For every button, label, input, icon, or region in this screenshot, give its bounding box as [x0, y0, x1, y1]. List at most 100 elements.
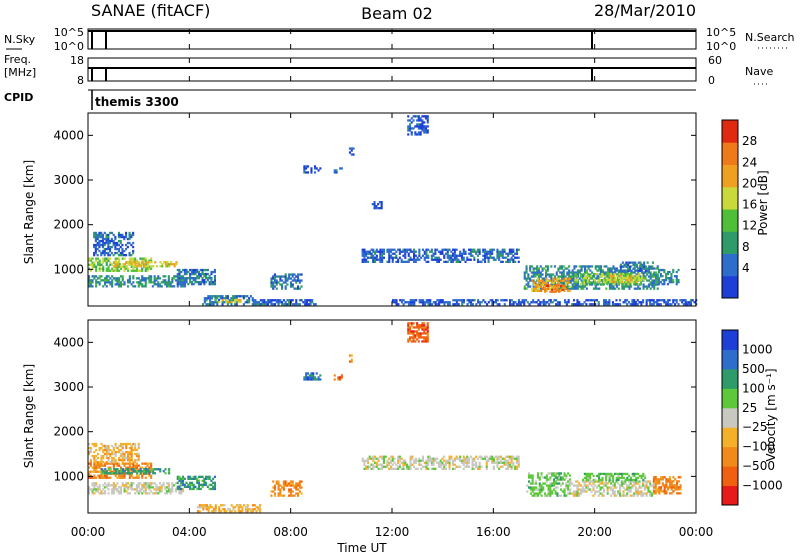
data-cell: [137, 442, 140, 446]
data-cell: [164, 275, 167, 278]
data-cell: [91, 257, 94, 260]
data-cell: [192, 485, 195, 488]
data-cell: [407, 125, 410, 128]
data-cell: [310, 171, 313, 174]
data-cell: [605, 472, 608, 476]
data-cell: [121, 251, 124, 255]
data-cell: [386, 461, 389, 464]
data-cell: [116, 265, 119, 268]
data-cell: [128, 456, 131, 460]
data-cell: [125, 468, 128, 471]
data-cell: [197, 481, 200, 484]
data-cell: [134, 492, 137, 495]
data-cell: [96, 488, 99, 491]
data-cell: [624, 271, 627, 274]
data-cell: [187, 270, 190, 274]
data-cell: [148, 488, 151, 491]
data-cell: [187, 483, 190, 486]
data-cell: [114, 472, 117, 475]
data-cell: [207, 303, 210, 306]
data-cell: [164, 486, 167, 489]
data-cell: [636, 490, 639, 493]
data-cell: [693, 301, 696, 304]
data-cell: [105, 454, 108, 458]
data-cell: [567, 472, 570, 475]
data-cell: [272, 283, 275, 286]
data-cell: [398, 250, 401, 253]
data-cell: [270, 283, 273, 286]
data-cell: [118, 450, 121, 454]
data-cell: [439, 301, 442, 304]
data-cell: [98, 484, 101, 487]
data-cell: [476, 250, 479, 253]
data-cell: [136, 265, 139, 268]
data-cell: [663, 492, 666, 495]
data-cell: [545, 265, 548, 268]
data-cell: [526, 484, 529, 487]
data-cell: [410, 121, 413, 124]
data-cell: [95, 466, 98, 469]
data-cell: [130, 283, 133, 286]
data-cell: [542, 488, 545, 491]
data-cell: [589, 474, 592, 478]
data-cell: [639, 278, 642, 281]
data-cell: [305, 303, 308, 306]
data-cell: [574, 279, 577, 282]
data-cell: [670, 484, 673, 487]
data-cell: [178, 275, 181, 278]
data-cell: [194, 477, 197, 480]
data-cell: [137, 277, 140, 280]
data-cell: [158, 488, 161, 491]
data-cell: [210, 487, 213, 491]
data-cell: [568, 287, 571, 290]
data-cell: [386, 250, 389, 253]
data-cell: [102, 474, 105, 477]
data-cell: [409, 463, 412, 466]
data-cell: [98, 486, 101, 489]
data-cell: [104, 452, 107, 456]
data-cell: [676, 492, 679, 495]
data-cell: [402, 250, 405, 253]
data-cell: [372, 256, 375, 259]
data-cell: [621, 261, 624, 264]
data-cell: [625, 274, 628, 277]
data-cell: [649, 277, 652, 280]
data-cell: [134, 476, 137, 479]
data-cell: [365, 250, 368, 253]
data-cell: [499, 250, 502, 253]
data-cell: [619, 492, 622, 495]
data-cell: [536, 279, 539, 282]
data-cell: [202, 504, 205, 507]
data-cell: [169, 281, 172, 284]
data-cell: [194, 281, 197, 284]
data-cell: [98, 474, 101, 477]
data-cell: [438, 303, 441, 306]
data-cell: [121, 235, 124, 239]
data-cell: [166, 492, 169, 495]
data-cell: [545, 474, 548, 477]
data-cell: [656, 283, 659, 286]
data-cell: [527, 285, 530, 288]
data-cell: [121, 472, 124, 475]
data-cell: [560, 494, 563, 497]
data-cell: [548, 303, 551, 306]
data-cell: [407, 129, 410, 132]
data-cell: [297, 303, 300, 306]
data-cell: [93, 474, 96, 477]
data-cell: [471, 254, 474, 257]
data-cell: [580, 279, 583, 282]
data-cell: [636, 265, 639, 268]
data-cell: [614, 280, 617, 284]
data-cell: [503, 248, 506, 251]
data-cell: [407, 332, 410, 335]
data-cell: [632, 276, 635, 279]
data-cell: [125, 462, 128, 465]
data-cell: [658, 277, 661, 280]
data-cell: [241, 510, 244, 513]
data-cell: [661, 478, 664, 481]
data-cell: [585, 287, 588, 290]
data-cell: [393, 256, 396, 259]
data-cell: [557, 277, 560, 280]
data-cell: [450, 250, 453, 253]
data-cell: [646, 269, 649, 272]
